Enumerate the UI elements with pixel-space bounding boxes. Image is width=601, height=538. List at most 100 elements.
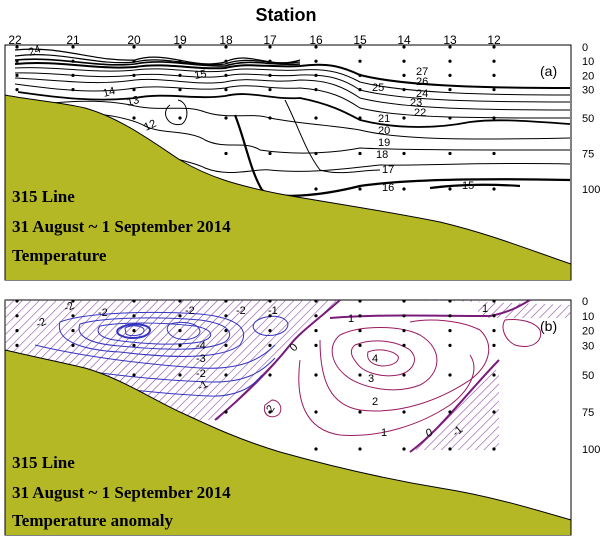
contour-label: 12 (142, 118, 158, 134)
sample-point (358, 410, 362, 414)
station-label: 20 (127, 33, 141, 47)
sample-point (358, 314, 362, 318)
station-label: 15 (353, 33, 367, 47)
negative-anomaly-region-right (420, 300, 571, 318)
sample-point (132, 343, 136, 347)
sample-point (402, 447, 406, 451)
contour-label: 24 (416, 88, 428, 100)
sample-point (15, 45, 19, 49)
depth-tick-label: 0 (582, 296, 588, 308)
sample-point (492, 343, 496, 347)
contour-label: 13 (126, 94, 141, 109)
sample-points-a (15, 45, 496, 191)
sample-point (314, 329, 318, 333)
sample-point (314, 300, 318, 303)
contour-label: 17 (382, 164, 394, 176)
contour-label: 24 (27, 43, 43, 58)
sample-point (492, 329, 496, 333)
contour-label: 25 (372, 82, 384, 94)
sample-point (492, 314, 496, 318)
contour-label: 1 (381, 427, 387, 439)
sample-point (314, 447, 318, 451)
sample-point (268, 314, 272, 318)
sample-point (268, 45, 272, 49)
caption-line: 315 Line (12, 187, 75, 206)
depth-tick-label: 75 (582, 149, 594, 161)
contour-labels-a: 24 15 14 13 12 25 27 26 24 23 22 21 20 1… (27, 43, 474, 194)
contour-label: 26 (416, 76, 428, 88)
sample-point (224, 314, 228, 318)
sample-point (448, 300, 452, 303)
contour-label: 2 (372, 396, 378, 408)
sample-point (492, 116, 496, 120)
sample-point (132, 329, 136, 333)
sample-point (492, 410, 496, 414)
sample-point (314, 88, 318, 92)
sample-point (178, 343, 182, 347)
sample-point (358, 59, 362, 63)
sample-point (178, 300, 182, 303)
sample-point (402, 343, 406, 347)
sample-point (71, 300, 75, 303)
contour-label: 15 (193, 68, 207, 82)
sample-point (314, 73, 318, 77)
sample-point (314, 116, 318, 120)
panel-label-a: (a) (540, 63, 557, 79)
contour-label: -1 (268, 305, 278, 317)
sample-point (402, 410, 406, 414)
sample-point (448, 314, 452, 318)
contour-label: -4 (196, 340, 206, 352)
station-label: 14 (397, 33, 411, 47)
contour-label: 2 (264, 403, 277, 414)
sample-point (178, 45, 182, 49)
sample-point (402, 329, 406, 333)
depth-tick-label: 10 (582, 56, 594, 68)
sample-point (402, 300, 406, 303)
sample-point (402, 151, 406, 156)
sample-point (314, 343, 318, 347)
sample-point (402, 314, 406, 318)
sample-point (15, 314, 19, 318)
sample-point (15, 59, 19, 63)
zero-contour-right (329, 300, 531, 319)
sample-point (492, 300, 496, 303)
zero-contour-bottom (409, 359, 500, 453)
sample-point (71, 343, 75, 347)
contour-label: -2 (34, 316, 48, 331)
sample-point (314, 59, 318, 63)
sample-point (448, 73, 452, 77)
sample-point (448, 373, 452, 377)
contour-label: 22 (414, 107, 426, 119)
sample-point (314, 45, 318, 49)
sample-point (358, 116, 362, 120)
sample-point (268, 59, 272, 63)
sample-point (402, 59, 406, 63)
sample-point (178, 73, 182, 77)
sample-point (132, 373, 136, 377)
sample-point (224, 329, 228, 333)
contour-label: -2 (185, 305, 195, 317)
sample-point (358, 343, 362, 347)
sample-point (268, 329, 272, 333)
depth-tick-label: 30 (582, 340, 594, 352)
sample-point (268, 300, 272, 303)
sample-point (358, 300, 362, 303)
caption-a: 315 Line 31 August ~ 1 September 2014 Te… (12, 187, 231, 265)
sample-point (314, 373, 318, 377)
contour-label: 15 (462, 180, 474, 192)
sample-point (178, 116, 182, 120)
sample-point (402, 73, 406, 77)
sample-point (402, 187, 406, 191)
sample-point (358, 45, 362, 49)
contour-label: 16 (382, 182, 394, 194)
sample-point (448, 116, 452, 120)
sample-point (15, 73, 19, 77)
sample-point (492, 447, 496, 451)
seafloor-a (5, 94, 571, 280)
sample-point (15, 329, 19, 333)
contour-label: 0 (425, 427, 434, 440)
sample-point (178, 373, 182, 377)
sample-point (314, 314, 318, 318)
sample-point (268, 151, 272, 156)
